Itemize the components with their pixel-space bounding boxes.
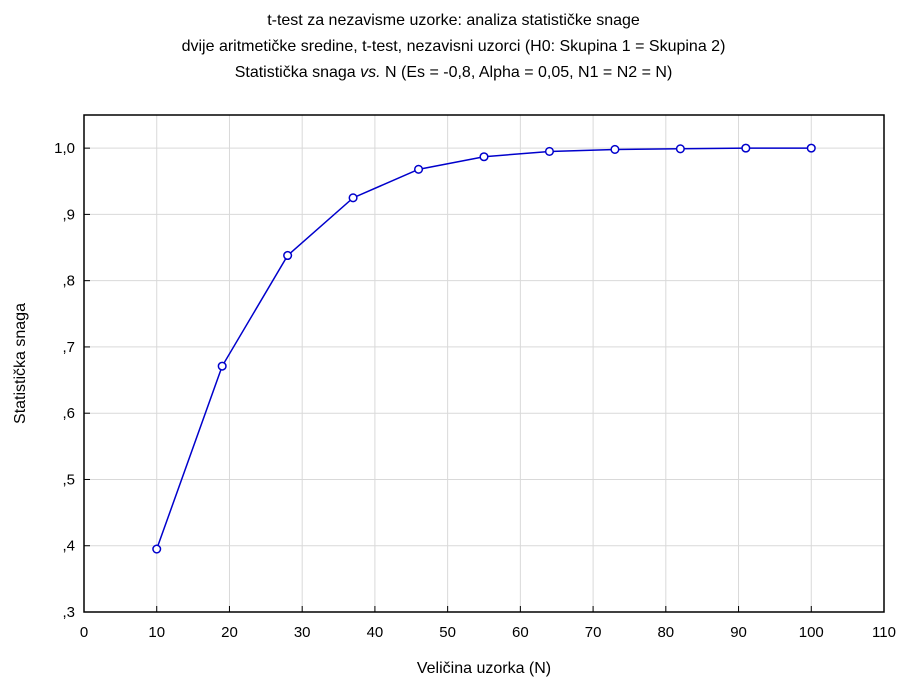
- y-tick-label: 1,0: [54, 140, 75, 157]
- x-tick-label: 0: [80, 624, 88, 641]
- data-point: [675, 144, 685, 154]
- y-tick-label: ,5: [62, 471, 75, 488]
- tick-layer: 0 10 20 30 40 50 60 70 80 90 100 110 ,3 ,4 ,5 ,6 ,7 ,8 ,9 1…: [54, 140, 896, 641]
- subtitle-2-suffix: N (Es = -0,8, Alpha = 0,05, N1 = N2 = N): [380, 64, 673, 81]
- data-point: [610, 144, 620, 155]
- chart-title: t-test za nezavisme uzorke: analiza stat…: [267, 12, 640, 29]
- subtitle-2-italic: vs.: [360, 64, 381, 81]
- x-tick-label: 80: [657, 624, 674, 641]
- data-point: [544, 146, 555, 156]
- x-tick-label: 60: [512, 624, 529, 641]
- x-tick-label: 90: [730, 624, 747, 641]
- y-tick-label: ,3: [62, 604, 75, 621]
- x-tick-label: 50: [439, 624, 456, 641]
- y-tick-label: ,7: [62, 339, 75, 356]
- grid-layer: [84, 115, 884, 612]
- data-point: [413, 164, 424, 174]
- series-line: [156, 147, 812, 550]
- x-axis-title: Veličina uzorka (N): [417, 660, 551, 677]
- subtitle-2-prefix: Statistička snaga: [234, 64, 361, 81]
- data-point: [806, 143, 816, 153]
- x-tick-label: 30: [294, 624, 311, 641]
- y-tick-label: ,6: [62, 405, 75, 422]
- y-tick-label: ,4: [62, 538, 75, 555]
- data-point: [217, 361, 227, 371]
- data-point: [348, 193, 358, 203]
- series-layer: [152, 143, 816, 554]
- x-tick-label: 100: [799, 624, 824, 641]
- chart-titles: t-test za nezavisme uzorke: analiza stat…: [0, 8, 907, 86]
- y-tick-label: ,9: [62, 206, 75, 223]
- chart-subtitle: dvije aritmetičke sredine, t-test, nezav…: [181, 38, 726, 55]
- data-point: [283, 250, 293, 261]
- data-point: [152, 544, 162, 554]
- y-axis-title: Statistička snaga: [12, 303, 29, 424]
- x-tick-label: 70: [585, 624, 602, 641]
- x-tick-label: 10: [148, 624, 165, 641]
- y-tick-label: ,8: [62, 273, 75, 290]
- data-point: [479, 152, 489, 162]
- data-point: [741, 143, 751, 153]
- chart-subtitle-2: Statistička snaga vs. N (Es = -0,8, Alph…: [0, 60, 907, 86]
- x-tick-label: 110: [872, 624, 896, 641]
- plot-frame: [83, 114, 885, 613]
- x-tick-label: 40: [367, 624, 384, 641]
- x-tick-label: 20: [221, 624, 238, 641]
